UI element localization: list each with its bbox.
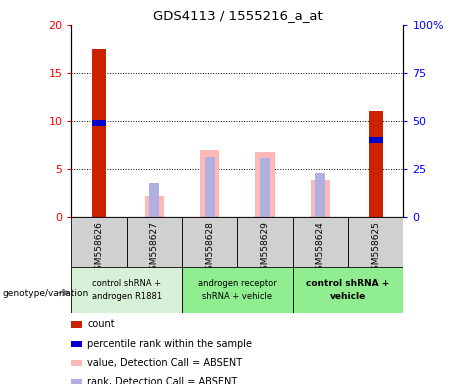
Bar — [149, 184, 160, 217]
Text: value, Detection Call = ABSENT: value, Detection Call = ABSENT — [87, 358, 242, 368]
Bar — [71, 360, 82, 366]
Title: GDS4113 / 1555216_a_at: GDS4113 / 1555216_a_at — [153, 9, 322, 22]
Bar — [92, 120, 106, 126]
Bar — [205, 157, 215, 217]
Bar — [71, 379, 82, 384]
Bar — [293, 217, 348, 267]
Bar — [182, 217, 237, 267]
Bar — [311, 180, 330, 217]
Bar — [182, 267, 293, 313]
Bar — [127, 217, 182, 267]
Text: GSM558628: GSM558628 — [205, 221, 214, 276]
Text: count: count — [87, 319, 115, 329]
Bar — [92, 49, 106, 217]
Bar — [293, 267, 403, 313]
Text: androgen receptor
shRNA + vehicle: androgen receptor shRNA + vehicle — [198, 279, 277, 301]
Bar — [71, 321, 82, 328]
Text: control shRNA +
androgen R1881: control shRNA + androgen R1881 — [92, 279, 162, 301]
Text: GSM558627: GSM558627 — [150, 221, 159, 276]
Bar — [145, 196, 164, 217]
Bar — [71, 217, 127, 267]
Text: rank, Detection Call = ABSENT: rank, Detection Call = ABSENT — [87, 377, 237, 384]
Text: percentile rank within the sample: percentile rank within the sample — [87, 339, 252, 349]
Bar — [255, 152, 275, 217]
Bar — [71, 341, 82, 347]
Bar — [260, 159, 270, 217]
Text: GSM558626: GSM558626 — [95, 221, 104, 276]
Text: genotype/variation: genotype/variation — [2, 289, 89, 298]
Bar — [237, 217, 293, 267]
Bar — [200, 150, 219, 217]
Text: GSM558629: GSM558629 — [260, 221, 270, 276]
Bar — [71, 267, 182, 313]
Bar — [348, 217, 403, 267]
Bar — [369, 111, 383, 217]
Bar — [315, 173, 325, 217]
Text: GSM558624: GSM558624 — [316, 221, 325, 276]
Bar — [369, 137, 383, 143]
Text: control shRNA +
vehicle: control shRNA + vehicle — [307, 279, 390, 301]
Text: GSM558625: GSM558625 — [371, 221, 380, 276]
